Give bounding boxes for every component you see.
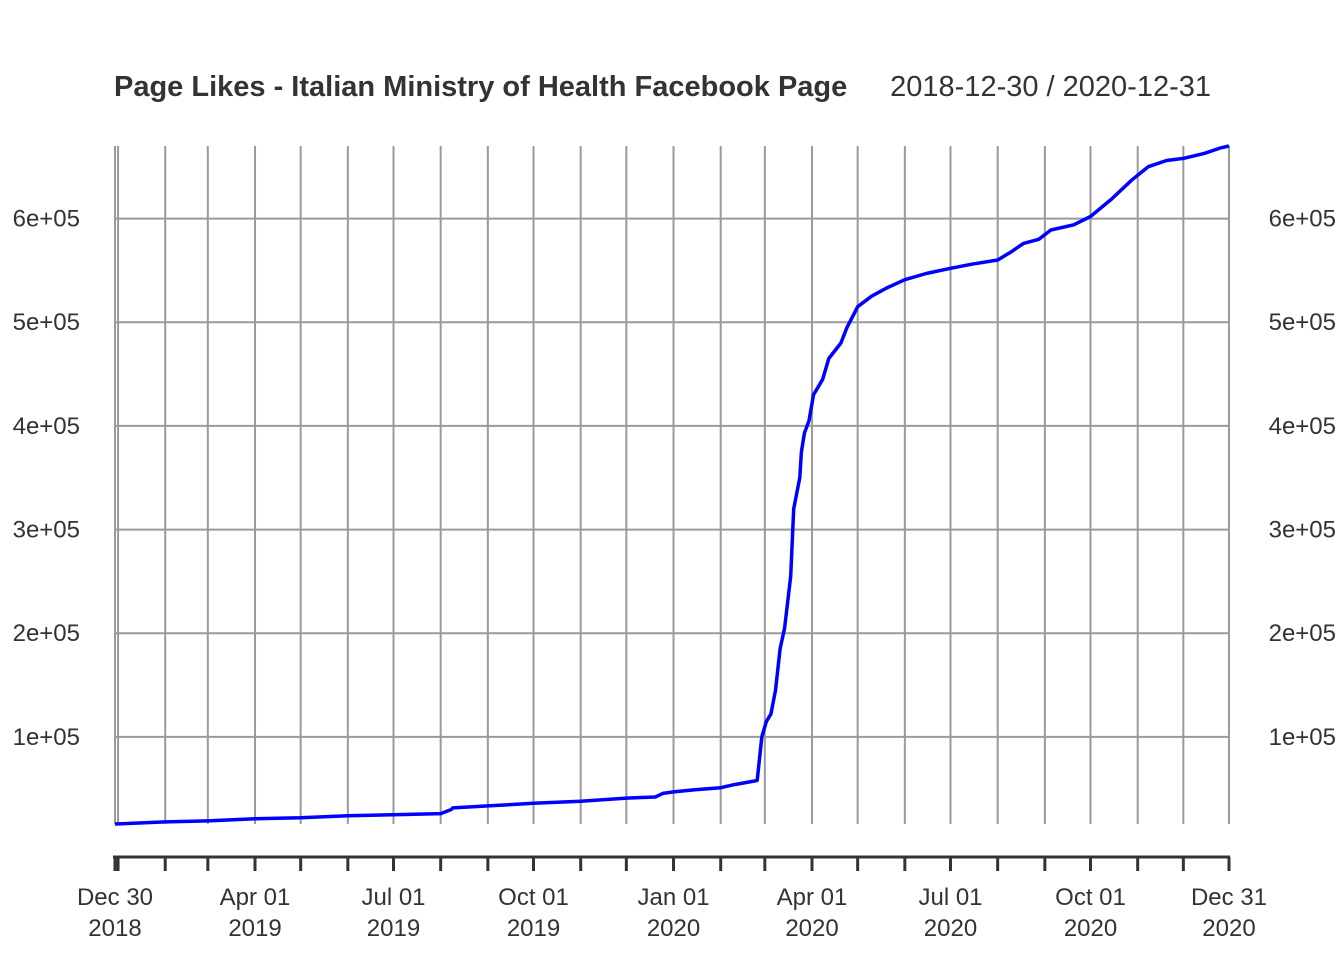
x-tick-label: Jan 01 (637, 884, 709, 911)
y-tick-label-right: 4e+05 (1269, 413, 1336, 440)
y-tick-label: 4e+05 (13, 413, 80, 440)
y-axis-right: 1e+05 2e+05 3e+05 4e+05 5e+05 6e+05 (1269, 206, 1336, 751)
x-axis: Dec 30 2018 Apr 01 2019 Jul 01 2019 Oct 01 2019… (77, 855, 1267, 942)
y-tick-label-right: 5e+05 (1269, 309, 1336, 336)
x-tick-label: Oct 01 (1055, 884, 1126, 911)
x-tick-label: Dec 31 (1191, 884, 1267, 911)
series-line (114, 144, 1230, 826)
x-tick-label-year: 2020 (1202, 915, 1255, 942)
y-tick-label: 5e+05 (13, 309, 80, 336)
x-tick-label-year: 2018 (88, 915, 141, 942)
y-tick-label: 2e+05 (13, 620, 80, 647)
y-tick-label-right: 1e+05 (1269, 724, 1336, 751)
y-tick-label: 6e+05 (13, 206, 80, 233)
y-tick-label-right: 6e+05 (1269, 206, 1336, 233)
x-tick-label-year: 2019 (507, 915, 560, 942)
x-tick-label-year: 2020 (647, 915, 700, 942)
gridlines (114, 146, 1230, 824)
x-tick-label: Jul 01 (361, 884, 425, 911)
y-axis-left: 1e+05 2e+05 3e+05 4e+05 5e+05 6e+05 (13, 206, 80, 751)
x-tick-label-year: 2020 (785, 915, 838, 942)
y-tick-label: 1e+05 (13, 724, 80, 751)
y-tick-label-right: 3e+05 (1269, 517, 1336, 544)
x-tick-label: Apr 01 (220, 884, 291, 911)
chart-date-range: 2018-12-30 / 2020-12-31 (890, 71, 1211, 103)
x-tick-label: Jul 01 (918, 884, 982, 911)
series-layer (114, 144, 1230, 826)
chart-title: Page Likes - Italian Ministry of Health … (114, 71, 847, 103)
x-tick-label: Apr 01 (777, 884, 848, 911)
x-tick-label: Oct 01 (498, 884, 569, 911)
x-tick-label-year: 2020 (1064, 915, 1117, 942)
x-tick-label: Dec 30 (77, 884, 153, 911)
y-tick-label-right: 2e+05 (1269, 620, 1336, 647)
y-tick-label: 3e+05 (13, 517, 80, 544)
x-tick-label-year: 2019 (228, 915, 281, 942)
x-tick-label-year: 2020 (924, 915, 977, 942)
x-tick-label-year: 2019 (367, 915, 420, 942)
